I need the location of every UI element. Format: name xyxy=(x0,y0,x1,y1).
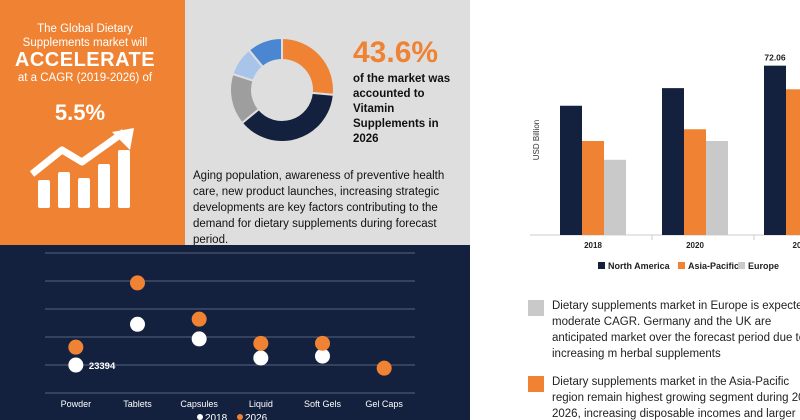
bar-asia-pacific-20 xyxy=(786,89,800,235)
donut-segment-orange xyxy=(281,36,335,96)
donut-segment-navy xyxy=(240,91,335,143)
cagr-value: 5.5% xyxy=(54,100,106,125)
x-tick-label: Liquid xyxy=(249,399,273,409)
point-2018-liquid xyxy=(253,350,269,366)
bar-asia-pacific-2020 xyxy=(684,129,706,235)
point-2018-capsules xyxy=(191,331,207,347)
bar-asia-pacific-2018 xyxy=(582,141,604,235)
europe-note-text: Dietary supplements market in Europe is … xyxy=(552,300,800,360)
bar-europe-2018 xyxy=(604,159,626,235)
point-2026-liquid xyxy=(253,335,269,351)
point-2026-tablets xyxy=(130,275,145,291)
legend-label-north-america: North America xyxy=(608,261,671,271)
share-value: 43.6% xyxy=(353,36,439,69)
point-2026-capsules xyxy=(191,311,207,327)
donut-segment-blue xyxy=(247,36,283,69)
x-tick-label: Powder xyxy=(61,399,92,409)
point-2018-soft-gels xyxy=(315,348,330,364)
bar-north-america-2018 xyxy=(560,105,582,235)
share-text: of the market was accounted to Vitamin S… xyxy=(353,73,451,145)
legend-label-2018: 2018 xyxy=(205,413,228,420)
product-type-panel: Powder Tablets Capsules Liquid Soft Gels Gel … xyxy=(0,245,470,420)
europe-marker xyxy=(528,300,544,316)
legend-marker-asia-pacific xyxy=(678,262,685,269)
point-2018-tablets xyxy=(130,316,145,332)
intro-text: The Global Dietary Supplements market wi… xyxy=(10,22,160,85)
legend-label-europe: Europe xyxy=(748,261,779,271)
growth-arrow-icon xyxy=(29,128,134,208)
growth-drivers-text: Aging population, awareness of preventiv… xyxy=(193,170,445,246)
legend-label-asia-pacific: Asia-Pacific xyxy=(688,261,739,271)
intro-line-2: Supplements market will xyxy=(22,37,148,49)
apac-marker xyxy=(528,376,544,392)
x-tick-label: Capsules xyxy=(180,399,218,409)
data-label: 23394 xyxy=(89,361,116,372)
legend-marker-europe xyxy=(738,262,745,269)
x-tick-label: 2020 xyxy=(686,241,704,250)
y-axis-label: USD Billion xyxy=(532,120,541,160)
x-tick-label: Tablets xyxy=(123,399,152,409)
point-2026-soft-gels xyxy=(315,335,330,351)
legend-marker-north-america xyxy=(598,262,605,269)
bar-europe-2020 xyxy=(706,141,728,235)
point-2026-powder xyxy=(68,339,84,355)
intro-line-1: The Global Dietary xyxy=(37,23,133,35)
intro-line-3: at a CAGR (2019-2026) of xyxy=(17,72,153,84)
vitamin-share-panel: 43.6% of the market was accounted to Vit… xyxy=(185,0,470,246)
bar-north-america-20 xyxy=(764,65,786,235)
apac-note-text: Dietary supplements market in the Asia-P… xyxy=(552,376,800,420)
cagr-panel: The Global Dietary Supplements market wi… xyxy=(0,0,185,245)
x-tick-label: 2018 xyxy=(584,241,602,250)
legend-label-2026: 2026 xyxy=(245,413,268,420)
x-tick-label: Soft Gels xyxy=(304,399,342,409)
data-label: 72.06 xyxy=(764,53,786,63)
x-tick-label: Gel Caps xyxy=(365,399,403,409)
point-2018-powder xyxy=(68,357,84,373)
vitamin-share-donut xyxy=(229,36,335,143)
headline: ACCELERATE xyxy=(14,49,156,71)
legend-marker-2026 xyxy=(237,414,243,420)
x-tick-label: 20 xyxy=(793,241,800,250)
point-2026-gel-caps xyxy=(376,360,392,376)
product-type-dot-chart: Powder Tablets Capsules Liquid Soft Gels Gel … xyxy=(45,252,415,420)
legend-marker-2018 xyxy=(197,414,203,420)
bar-north-america-2020 xyxy=(662,88,684,235)
